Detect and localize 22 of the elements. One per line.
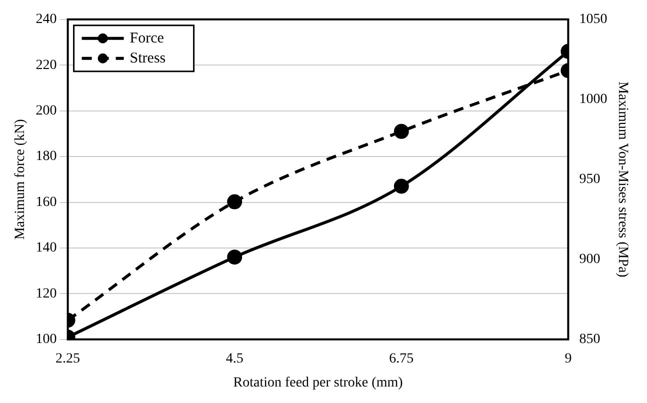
y-axis-title: Maximum force (kN) [13,118,28,240]
y-tick-label: 180 [36,149,57,164]
y-tick-label: 200 [36,104,57,118]
y2-axis-title: Maximum Von-Mises stress (MPa) [614,81,630,278]
y-tick-label: 240 [36,12,57,28]
y2-tick-label: 850 [579,332,600,348]
y-tick-label: 160 [36,194,57,210]
x-axis-title: Rotation feed per stroke (mm) [233,375,404,390]
y-tick-label: 140 [36,240,57,256]
y2-tick-label: 900 [579,252,600,268]
y2-tick-label: 1050 [579,12,608,28]
y-tick-label: 100 [36,332,57,348]
y-tick-label: 120 [36,286,57,302]
x-tick-label: 6.75 [389,351,414,366]
x-tick-label: 4.5 [226,351,244,366]
y-tick-label: 220 [36,58,57,73]
y2-tick-label: 1000 [579,92,608,108]
x-tick-label: 2.25 [56,351,80,366]
legend-label: Stress [130,50,166,66]
x-tick-label: 9 [564,351,572,366]
y2-tick-label: 950 [579,172,600,188]
legend-label: Force [130,30,164,46]
